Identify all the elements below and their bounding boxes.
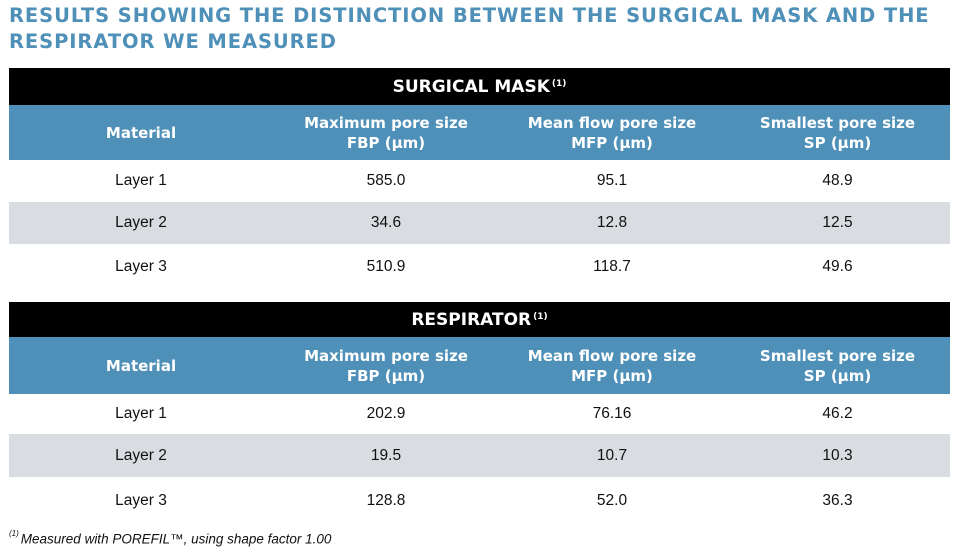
table-row: Layer 2 19.5 10.7 10.3 — [9, 434, 950, 477]
cell-mfp: 95.1 — [596, 172, 628, 189]
table-header-row: Material Maximum pore size FBP (µm) Mean … — [9, 337, 950, 394]
footnote-marker: (1) — [9, 529, 19, 538]
table-row: Layer 2 34.6 12.8 12.5 — [9, 202, 950, 244]
cell-material: Layer 1 — [115, 405, 167, 422]
column-header-mean-flow-pore: Mean flow pore size MFP (µm) — [527, 113, 697, 152]
cell-mfp: 12.8 — [596, 214, 628, 231]
heading-line-1: RESULTS SHOWING THE DISTINCTION BETWEEN … — [9, 4, 930, 27]
column-header-material: Material — [105, 123, 177, 142]
cell-mfp: 76.16 — [592, 405, 632, 422]
column-header-smallest-pore: Smallest pore size SP (µm) — [759, 346, 916, 385]
cell-sp: 12.5 — [822, 214, 853, 231]
cell-fbp: 19.5 — [370, 446, 402, 464]
column-header-smallest-pore: Smallest pore size SP (µm) — [759, 113, 916, 152]
cell-sp: 36.3 — [822, 491, 853, 509]
cell-material: Layer 2 — [115, 446, 167, 464]
cell-sp: 49.6 — [822, 258, 853, 275]
table-title-text: RESPIRATOR — [411, 309, 532, 330]
cell-mfp: 10.7 — [596, 446, 628, 464]
cell-sp: 10.3 — [822, 446, 853, 464]
heading-line-2: RESPIRATOR WE MEASURED — [9, 30, 337, 53]
cell-fbp: 510.9 — [366, 258, 406, 275]
table-row: Layer 3 510.9 118.7 49.6 — [9, 244, 950, 290]
footnote-marker: (1) — [533, 311, 548, 322]
surgical-mask-table: SURGICAL MASK (1) Material Maximum pore s… — [9, 68, 950, 290]
table-header-row: Material Maximum pore size FBP (µm) Mean … — [9, 105, 950, 160]
table-row: Layer 1 585.0 95.1 48.9 — [9, 160, 950, 202]
column-header-mean-flow-pore: Mean flow pore size MFP (µm) — [527, 346, 697, 385]
table-title-text: SURGICAL MASK — [392, 76, 550, 97]
cell-material: Layer 2 — [115, 214, 167, 231]
cell-sp: 48.9 — [822, 172, 853, 189]
cell-fbp: 128.8 — [366, 491, 406, 509]
footnote-marker: (1) — [551, 78, 567, 89]
cell-sp: 46.2 — [822, 405, 853, 422]
page-heading: RESULTS SHOWING THE DISTINCTION BETWEEN … — [9, 3, 959, 55]
cell-material: Layer 1 — [115, 172, 167, 189]
table-title: RESPIRATOR (1) — [9, 302, 950, 337]
column-header-max-pore: Maximum pore size FBP (µm) — [304, 113, 468, 152]
cell-fbp: 34.6 — [370, 214, 402, 231]
column-header-max-pore: Maximum pore size FBP (µm) — [304, 346, 468, 385]
footnote: (1) Measured with POREFIL™, using shape f… — [9, 529, 332, 547]
cell-material: Layer 3 — [115, 258, 167, 275]
cell-material: Layer 3 — [115, 491, 167, 509]
table-row: Layer 3 128.8 52.0 36.3 — [9, 477, 950, 524]
cell-mfp: 118.7 — [593, 258, 631, 275]
column-header-material: Material — [105, 356, 177, 375]
cell-fbp: 585.0 — [366, 172, 406, 189]
respirator-table: RESPIRATOR (1) Material Maximum pore size… — [9, 302, 950, 524]
cell-mfp: 52.0 — [596, 491, 628, 509]
table-row: Layer 1 202.9 76.16 46.2 — [9, 394, 950, 434]
footnote-text: Measured with POREFIL™, using shape fact… — [20, 531, 332, 547]
cell-fbp: 202.9 — [366, 405, 406, 422]
table-title: SURGICAL MASK (1) — [9, 68, 950, 105]
